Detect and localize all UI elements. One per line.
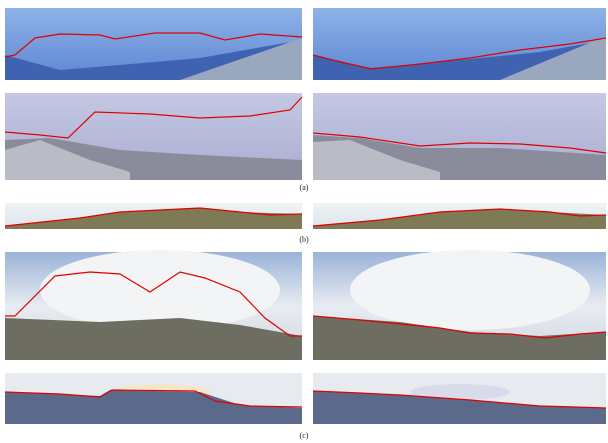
subfigure-label: (b) [299, 235, 309, 244]
image-panel [312, 93, 607, 180]
subfigure-label: (c) [300, 431, 309, 440]
subfigure-label: (a) [300, 183, 309, 192]
image-panel [4, 93, 303, 180]
image-panel [4, 8, 303, 80]
image-panel [312, 250, 607, 360]
image-panel [312, 203, 607, 229]
image-panel [4, 203, 303, 229]
image-panel [312, 373, 607, 424]
image-panel [5, 250, 302, 360]
image-panel [312, 8, 607, 80]
image-panel [4, 373, 303, 424]
